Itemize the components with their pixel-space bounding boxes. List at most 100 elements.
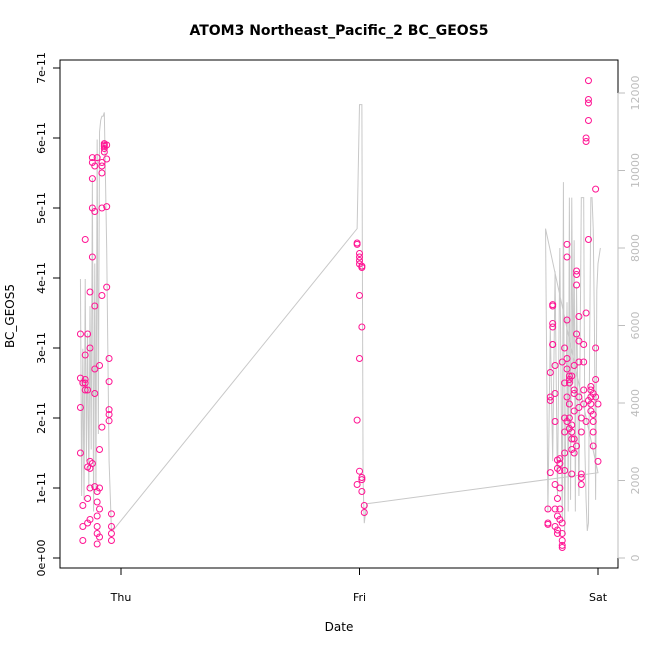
data-point [582, 418, 590, 425]
data-point [561, 467, 569, 474]
data-point [98, 423, 106, 431]
data-point [563, 240, 571, 248]
data-point [577, 481, 585, 488]
data-point [551, 418, 559, 425]
data-point [549, 341, 557, 348]
data-point [358, 264, 366, 271]
data-point [561, 344, 569, 352]
data-point [79, 537, 87, 544]
data-point [568, 446, 576, 453]
data-point [103, 283, 111, 291]
data-point [546, 397, 554, 404]
data-point [570, 435, 578, 443]
data-point [96, 505, 104, 513]
data-point [546, 369, 554, 376]
y-tick-label: 1e-11 [35, 472, 48, 504]
data-point [81, 379, 89, 387]
data-point [565, 414, 573, 422]
data-point [98, 204, 106, 212]
data-point [358, 488, 366, 495]
data-point [558, 541, 566, 549]
data-point [358, 474, 366, 481]
data-point [88, 204, 96, 212]
data-point [103, 203, 111, 211]
data-point [577, 428, 585, 436]
data-point [100, 145, 108, 152]
points-layer [76, 77, 602, 551]
altitude-series-line [79, 104, 601, 535]
data-point [84, 330, 92, 338]
data-point [563, 365, 571, 373]
data-point [573, 271, 581, 278]
data-point [84, 386, 92, 394]
data-point [563, 355, 571, 362]
data-point [565, 376, 573, 383]
data-point [570, 449, 578, 457]
altitude-layer [79, 104, 601, 535]
data-point [93, 540, 101, 548]
data-point [570, 407, 578, 415]
data-point [575, 393, 583, 401]
data-point [93, 530, 101, 537]
data-point [91, 365, 99, 373]
data-point [568, 470, 576, 478]
data-point [544, 505, 552, 513]
data-point [556, 516, 564, 523]
data-point [582, 309, 590, 317]
data-point [558, 537, 566, 544]
data-point [568, 372, 576, 380]
data-point [570, 386, 578, 394]
data-point [565, 379, 573, 387]
data-point [358, 476, 366, 484]
data-point [551, 481, 559, 488]
data-point [558, 358, 566, 366]
data-point [88, 175, 96, 183]
data-point [93, 512, 101, 520]
data-point [79, 523, 87, 530]
data-point [96, 446, 104, 453]
data-point [573, 442, 581, 450]
data-point [580, 386, 588, 394]
data-point [91, 208, 99, 215]
data-point [84, 519, 92, 527]
y-tick-label: 3e-11 [35, 332, 48, 364]
data-point [84, 495, 92, 502]
data-point [86, 457, 94, 465]
y-tick-label: 5e-11 [35, 192, 48, 224]
data-point [587, 383, 595, 390]
data-point [353, 240, 361, 248]
data-point [96, 533, 104, 541]
data-point [575, 404, 583, 411]
data-point [568, 421, 576, 429]
x-tick-label: Fri [353, 591, 366, 604]
y2-tick-label: 10000 [629, 153, 642, 188]
data-point [93, 523, 101, 530]
data-point [553, 512, 561, 520]
data-point [107, 537, 115, 544]
y-tick-label: 6e-11 [35, 122, 48, 154]
data-point [584, 117, 592, 124]
data-point [577, 470, 585, 478]
data-point [356, 355, 363, 362]
data-point [88, 460, 96, 467]
data-point [79, 379, 87, 387]
y-tick-label: 7e-11 [35, 52, 48, 84]
data-point [76, 449, 84, 457]
data-point [563, 418, 571, 425]
data-point [565, 425, 573, 432]
data-point [105, 355, 113, 362]
data-point [563, 393, 571, 401]
data-point [98, 292, 106, 299]
y-axis-label: BC_GEOS5 [3, 284, 17, 348]
data-point [556, 460, 564, 467]
data-point [568, 428, 576, 436]
data-point [575, 358, 583, 366]
data-point [589, 428, 597, 436]
data-point [573, 267, 581, 275]
data-point [575, 337, 583, 345]
data-point [356, 257, 363, 264]
data-point [563, 316, 571, 324]
data-point [584, 397, 592, 404]
